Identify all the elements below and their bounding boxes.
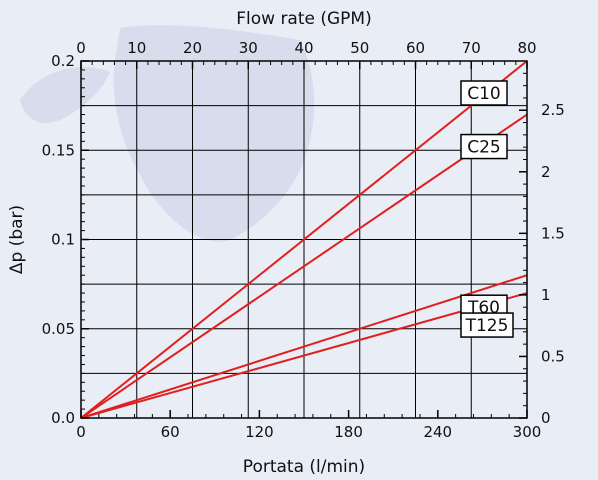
series-label-c25: C25 (460, 133, 508, 160)
x-tick-label: 300 (513, 423, 542, 441)
series-line-t125 (80, 292, 528, 419)
x2-tick-label: 50 (350, 39, 369, 57)
x2-tick-label: 80 (517, 39, 536, 57)
x2-tick-label: 30 (239, 39, 258, 57)
y2-tick-label: 2.5 (541, 101, 565, 119)
series-label-c10: C10 (460, 80, 508, 106)
y2-tick-label: 1 (541, 286, 551, 304)
series-line-t60 (80, 274, 528, 419)
background-map-shape (20, 25, 315, 242)
x2-axis-title: Flow rate (GPM) (236, 9, 372, 29)
y-tick-label: 0.1 (51, 231, 75, 249)
x2-tick-label: 60 (406, 39, 425, 57)
y-axis-title: Δp (bar) (7, 205, 27, 274)
x-tick-label: 120 (245, 423, 274, 441)
x-tick-label: 240 (423, 423, 452, 441)
y-tick-label: 0.15 (42, 141, 75, 159)
x2-tick-label: 0 (76, 39, 86, 57)
series-label-box (460, 312, 514, 338)
y2-tick-label: 1.5 (541, 224, 565, 242)
x-tick-label: 0 (76, 423, 86, 441)
series-line-c10 (80, 60, 528, 419)
series-label-text: T125 (465, 316, 509, 336)
series-layer (80, 60, 528, 419)
x2-tick-label: 10 (127, 39, 146, 57)
x-tick-label: 180 (334, 423, 363, 441)
tick-layer (80, 60, 528, 419)
y2-tick-label: 2 (541, 163, 551, 181)
y2-tick-label: 0.5 (541, 347, 565, 365)
series-label-text: C25 (467, 138, 501, 158)
y-tick-label: 0.05 (42, 320, 75, 338)
x2-tick-label: 20 (183, 39, 202, 57)
series-label-text: C10 (467, 84, 501, 104)
series-label-t125: T125 (460, 312, 514, 338)
y2-tick-label: 0 (541, 409, 551, 427)
x2-tick-label: 70 (462, 39, 481, 57)
y-tick-label: 0.2 (51, 52, 75, 70)
x-axis-title: Portata (l/min) (243, 457, 365, 477)
series-label-box (460, 80, 508, 106)
x-tick-label: 60 (161, 423, 180, 441)
grid-layer (81, 61, 527, 418)
series-label-box (460, 133, 508, 160)
y-tick-label: 0.0 (51, 409, 75, 427)
x2-tick-label: 40 (294, 39, 313, 57)
series-line-c25 (80, 113, 528, 419)
